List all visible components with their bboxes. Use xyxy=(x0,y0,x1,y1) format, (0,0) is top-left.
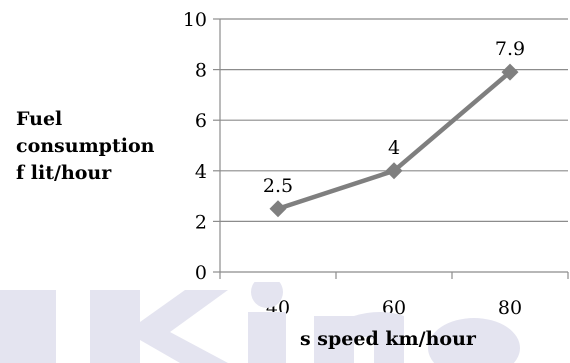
data-label-60: 4 xyxy=(388,137,400,159)
y-axis-title-line-2: consumption xyxy=(16,135,155,157)
data-label-80: 7.9 xyxy=(495,38,525,60)
data-points xyxy=(269,63,519,218)
y-axis-title-line-3: f lit/hour xyxy=(16,162,112,184)
data-point-40 xyxy=(269,200,287,218)
y-tick-label-6: 6 xyxy=(195,110,207,132)
x-tick-label-60: 60 xyxy=(382,297,406,319)
data-labels: 2.5 4 7.9 xyxy=(263,38,525,197)
y-tick-labels: 0 2 4 6 8 10 xyxy=(183,9,207,284)
y-axis-title-line-1: Fuel xyxy=(16,108,63,130)
x-axis-title: s speed km/hour xyxy=(300,328,476,350)
y-tick-label-8: 8 xyxy=(195,60,207,82)
x-tick-labels: 40 60 80 xyxy=(266,297,522,319)
x-tick-label-40: 40 xyxy=(266,297,290,319)
y-tick-label-0: 0 xyxy=(195,262,207,284)
x-tick-label-80: 80 xyxy=(498,297,522,319)
y-tick-label-4: 4 xyxy=(195,161,207,183)
y-axis-title: Fuel consumption f lit/hour xyxy=(16,106,186,187)
y-tick-label-2: 2 xyxy=(195,211,207,233)
y-tick-label-10: 10 xyxy=(183,9,207,31)
data-label-40: 2.5 xyxy=(263,175,293,197)
axes xyxy=(213,18,569,279)
data-point-60 xyxy=(385,162,403,180)
data-point-80 xyxy=(501,63,519,81)
